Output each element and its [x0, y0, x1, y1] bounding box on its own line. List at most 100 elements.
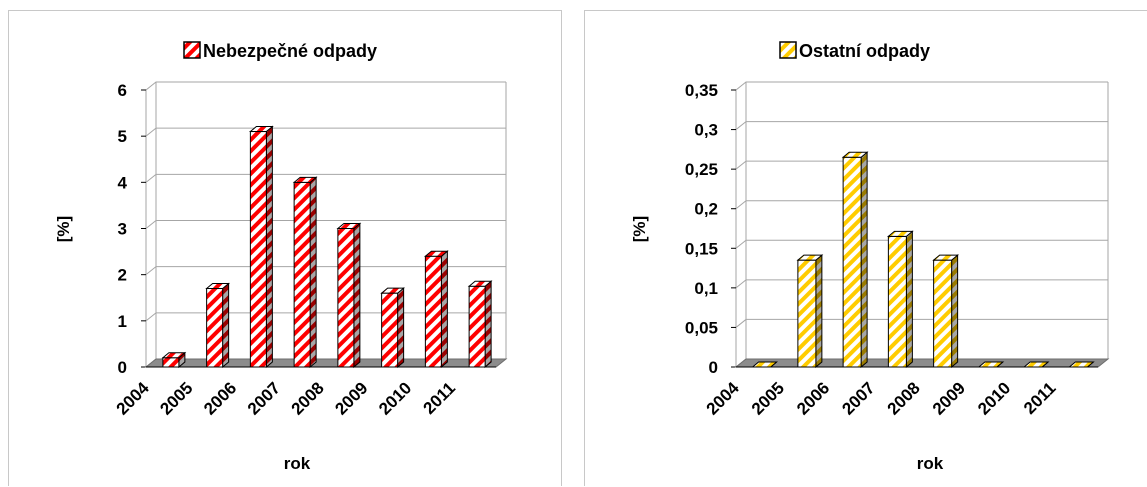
bar-2004	[161, 351, 187, 369]
gridline	[145, 81, 506, 91]
legend-swatch	[779, 41, 797, 59]
bar-2008	[336, 222, 362, 369]
bar-top	[161, 352, 187, 359]
x-axis-label: rok	[917, 454, 944, 473]
gridline	[735, 200, 1108, 210]
bar-front	[424, 255, 442, 368]
bar-side	[309, 176, 317, 369]
bar-top	[336, 223, 362, 229]
y-tick-label: 0,1	[694, 279, 718, 298]
bar-side	[265, 125, 273, 369]
x-tick-label: 2005	[156, 378, 196, 418]
bar-side	[397, 287, 405, 369]
bars	[161, 125, 493, 369]
x-tick-label: 2009	[331, 378, 371, 418]
bar-front	[933, 259, 953, 368]
gridline	[735, 121, 1108, 130]
y-tick-label: 0,15	[685, 239, 718, 258]
chart-floor	[144, 358, 508, 368]
bar-2005	[205, 282, 231, 369]
bar-top	[380, 287, 406, 294]
x-tick-label: 2006	[793, 378, 833, 418]
gridline	[145, 312, 506, 322]
chart-panel-other: 0 0,05 0,1 0,15 0,2 0,25 0,3 0,35 2004 2005 2006 20…	[584, 10, 1147, 486]
x-tick-label: 2011	[420, 378, 460, 418]
y-tick-label: 6	[118, 81, 127, 100]
gridline	[735, 279, 1108, 289]
bar-side	[440, 250, 448, 369]
gridline	[145, 220, 506, 229]
bar-2004	[751, 361, 779, 368]
legend: Ostatní odpady	[779, 41, 930, 61]
bar-2009	[380, 287, 406, 369]
bar-front	[381, 292, 399, 368]
bar-2008	[932, 254, 960, 369]
y-tick-label: 4	[118, 173, 128, 192]
bar-top	[292, 176, 318, 183]
bars	[751, 151, 1095, 369]
bar-2007	[886, 230, 914, 369]
bar-top	[977, 361, 1005, 368]
bar-front	[797, 259, 817, 368]
chart-panel-hazardous: 0 1 2 3 4 5 6 2004 2005 2006 2007 2008 2009 2010 2011 N…	[8, 10, 562, 486]
x-tick-label: 2007	[244, 378, 284, 418]
bar-side	[860, 151, 868, 369]
gridline	[145, 266, 506, 276]
grid	[731, 81, 1109, 368]
bar-top	[751, 361, 779, 368]
bar-front	[337, 228, 355, 368]
chart-floor	[734, 358, 1110, 368]
bar-front	[249, 131, 267, 368]
x-tick-label: 2008	[884, 378, 924, 418]
y-tick-label: 0	[118, 358, 127, 377]
bar-top	[423, 250, 449, 257]
bar-side	[353, 222, 361, 369]
bar-side	[905, 230, 913, 369]
bar-side	[484, 280, 492, 369]
legend: Nebezpečné odpady	[183, 41, 377, 61]
bar-front	[468, 285, 486, 368]
y-tick-label: 0,35	[685, 81, 718, 100]
x-tick-label: 2004	[113, 378, 154, 419]
gridline	[735, 318, 1108, 328]
y-tick-label: 0,2	[694, 200, 718, 219]
bar-front	[842, 156, 862, 368]
x-tick-label: 2007	[838, 378, 878, 418]
bar-2010	[423, 250, 449, 369]
bar-top	[932, 254, 960, 261]
bar-2011	[467, 280, 493, 369]
y-tick-label: 0,05	[685, 318, 718, 337]
bar-top	[467, 280, 493, 287]
y-tick-label: 0	[709, 358, 718, 377]
bar-side	[222, 282, 230, 369]
x-tick-label: 2008	[288, 378, 328, 418]
bar-top	[886, 230, 914, 237]
bar-top	[1067, 361, 1095, 368]
y-tick-label: 1	[118, 312, 127, 331]
gridline	[145, 173, 506, 183]
bar-top	[841, 151, 869, 158]
bar-front	[206, 288, 224, 368]
x-axis-label: rok	[284, 454, 311, 473]
gridline	[735, 81, 1108, 91]
y-axis-label: [%]	[54, 216, 73, 242]
bar-2009	[977, 361, 1005, 368]
y-tick-label: 3	[118, 220, 127, 239]
bar-top	[796, 254, 824, 261]
gridline	[735, 160, 1108, 170]
bar-2006	[841, 151, 869, 369]
bar-front	[887, 235, 907, 368]
bar-top	[205, 283, 231, 290]
bar-2010	[1022, 361, 1050, 368]
bar-2007	[292, 176, 318, 369]
x-tick-label: 2010	[375, 378, 415, 418]
y-tick-label: 2	[118, 266, 127, 285]
x-tick-label: 2009	[929, 378, 969, 418]
bar-top	[1022, 361, 1050, 368]
bar-front	[293, 181, 311, 368]
legend-label: Nebezpečné odpady	[203, 41, 377, 61]
chart-hazardous-waste: 0 1 2 3 4 5 6 2004 2005 2006 2007 2008 2009 2010 2011 N…	[54, 41, 508, 473]
gridline	[145, 127, 506, 137]
x-tick-label: 2011	[1020, 378, 1060, 418]
